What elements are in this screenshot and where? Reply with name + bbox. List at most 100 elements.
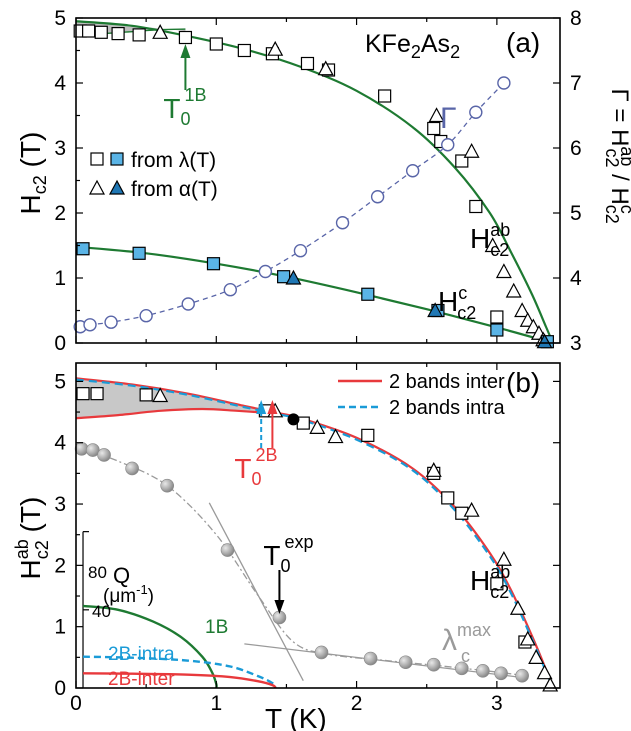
point-Hab_open_square bbox=[90, 387, 104, 401]
y-tick-label: 0 bbox=[54, 332, 66, 355]
point-Hab_alpha bbox=[267, 40, 284, 56]
y-tick-label: 1 bbox=[54, 616, 66, 639]
legend-label-lambda: from λ(T) bbox=[131, 149, 216, 172]
y2-tick-label: 8 bbox=[570, 7, 582, 30]
panel-a: 0 1 2 3 4 5 3 4 5 6 7 8 (a) KFe2As2 Hc2 (T) Γ = Hab… bbox=[15, 7, 631, 355]
point-Hc_alpha bbox=[285, 269, 302, 285]
point-Hab_lambda bbox=[455, 154, 469, 168]
point-T0_exp_point bbox=[287, 413, 300, 426]
y-tick-label: 5 bbox=[54, 7, 66, 30]
point-Hc_lambda bbox=[132, 246, 146, 260]
fit-tangent_flat bbox=[244, 643, 518, 678]
point-Gamma bbox=[469, 105, 483, 119]
legend-marker-filled-square bbox=[110, 152, 124, 166]
legend-marker-open-square bbox=[90, 152, 104, 166]
x-axis-label: T (K) bbox=[265, 703, 327, 731]
y-tick-label: 3 bbox=[54, 493, 66, 516]
y-tick-label: 2 bbox=[54, 554, 66, 577]
point-Gamma bbox=[335, 216, 350, 230]
point-Hab_alpha bbox=[428, 107, 445, 123]
y-tick-label: 3 bbox=[54, 137, 66, 160]
legend-label-inter: 2 bands inter bbox=[389, 371, 505, 393]
point-Hab_alpha bbox=[463, 142, 480, 158]
fit-two_band_inter bbox=[75, 377, 555, 689]
panel-a-y-axis-label: Hc2 (T) bbox=[15, 132, 50, 215]
point-Hab_alpha bbox=[484, 237, 501, 253]
inset-tick-label-40: 40 bbox=[92, 602, 111, 621]
t0-1b-annotation: T01B bbox=[163, 44, 207, 129]
fit-tangent_steep bbox=[208, 502, 304, 681]
point-Gamma bbox=[405, 164, 420, 178]
point-Hab_open_triangle bbox=[519, 630, 536, 646]
point-Hab_open_square bbox=[139, 388, 153, 402]
panel-a-legend: from λ(T) from α(T) bbox=[88, 149, 218, 201]
fit-lambda_guide bbox=[81, 448, 526, 677]
y2-tick-label: 7 bbox=[570, 72, 582, 95]
t0-exp-label: T0exp bbox=[263, 532, 313, 576]
point-lambda_max bbox=[426, 657, 441, 672]
panel-b-ticks: 0 1 2 3 0 1 2 3 4 5 bbox=[54, 363, 560, 715]
legend-label-intra: 2 bands intra bbox=[389, 397, 506, 419]
panel-b-points bbox=[74, 387, 559, 692]
point-lambda_max bbox=[476, 664, 490, 678]
point-Hab_open_triangle bbox=[309, 419, 326, 434]
fit-two_band_intra bbox=[75, 378, 554, 689]
point-Hab_lambda bbox=[378, 89, 392, 103]
point-Hab_lambda bbox=[111, 27, 125, 41]
y-tick-label: 1 bbox=[54, 267, 66, 290]
legend-label-alpha: from α(T) bbox=[131, 178, 218, 201]
point-Hab_lambda bbox=[209, 37, 223, 51]
point-Hab_alpha bbox=[495, 263, 512, 279]
point-lambda_max bbox=[86, 443, 100, 457]
y-tick-label: 4 bbox=[54, 432, 66, 455]
panel-b-shaded-region bbox=[76, 378, 273, 419]
point-Gamma bbox=[104, 315, 118, 329]
t0-1b-label: T01B bbox=[163, 85, 206, 129]
point-Hc_lambda bbox=[76, 242, 90, 256]
inset-label-2b-intra: 2B-intra bbox=[108, 644, 175, 665]
t0-2b-arrowhead-blue bbox=[256, 400, 267, 414]
point-Gamma bbox=[293, 243, 308, 258]
point-Hab_open_square bbox=[361, 428, 375, 442]
point-lambda_max bbox=[494, 666, 508, 681]
point-lambda_max bbox=[160, 478, 174, 493]
point-Hc_alpha bbox=[536, 333, 553, 349]
point-Gamma bbox=[497, 76, 511, 90]
point-lambda_max bbox=[220, 543, 235, 557]
point-Hab_open_square bbox=[490, 577, 504, 591]
point-Hab_open_triangle bbox=[425, 462, 442, 477]
panel-b-y-axis-label: Habc2 (T) bbox=[12, 497, 52, 580]
point-Hab_lambda bbox=[82, 24, 96, 38]
fit-Hc_fit bbox=[75, 245, 554, 345]
y2-tick-label: 5 bbox=[570, 202, 582, 225]
inset-label-1b: 1B bbox=[205, 617, 228, 638]
point-Hab_open_triangle bbox=[542, 676, 559, 692]
point-lambda_max bbox=[363, 651, 378, 666]
hc2-c-label: Hc c2 bbox=[438, 283, 476, 323]
point-lambda_max bbox=[314, 645, 329, 660]
panel-b-legend: 2 bands inter 2 bands intra bbox=[338, 371, 506, 419]
point-Gamma bbox=[223, 283, 238, 297]
panel-b: 0 1 2 3 0 1 2 3 4 5 (b) T (K) Habc2 (T) 2 bands i… bbox=[12, 362, 561, 731]
panel-b-hc2-ab-label: Hab c2 bbox=[470, 562, 510, 602]
y-tick-label: 5 bbox=[54, 370, 66, 393]
panel-a-points bbox=[73, 24, 554, 349]
inset-q-label: Q bbox=[113, 563, 130, 588]
t0-exp-annotation: T0exp bbox=[263, 532, 314, 614]
point-Hab_lambda bbox=[490, 310, 504, 324]
point-Gamma bbox=[139, 309, 153, 323]
t0-1b-arrowhead bbox=[180, 44, 191, 58]
point-Hab_lambda bbox=[237, 43, 251, 58]
point-Hab_open_triangle bbox=[327, 428, 344, 444]
point-Hab_alpha bbox=[317, 60, 334, 76]
point-Hc_lambda bbox=[206, 257, 221, 271]
point-Hab_lambda bbox=[469, 199, 483, 214]
point-Gamma bbox=[258, 264, 273, 279]
y-tick-label: 2 bbox=[54, 202, 66, 225]
inset-label-2b-inter: 2B-inter bbox=[108, 669, 175, 690]
point-Hab_lambda bbox=[94, 25, 108, 39]
fit-lower_branch bbox=[75, 407, 273, 420]
legend-marker-open-triangle bbox=[88, 179, 106, 195]
